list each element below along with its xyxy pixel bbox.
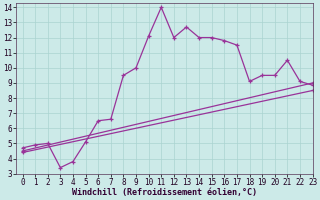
X-axis label: Windchill (Refroidissement éolien,°C): Windchill (Refroidissement éolien,°C) — [72, 188, 257, 197]
